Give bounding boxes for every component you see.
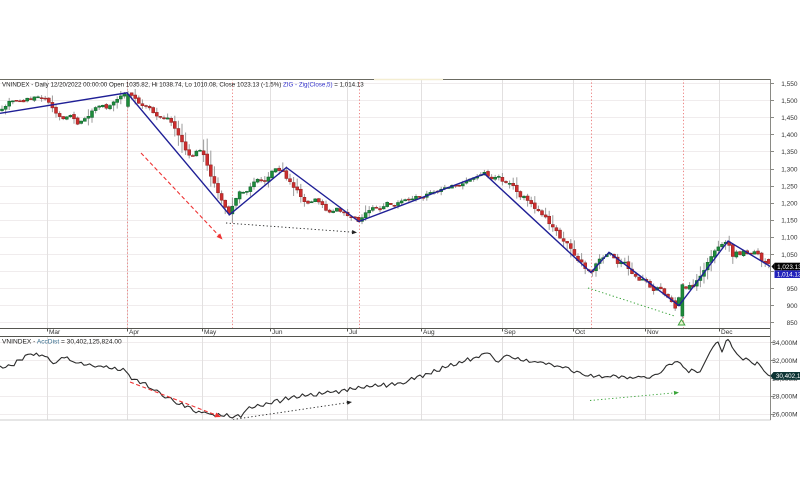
svg-text:Sep: Sep (504, 329, 516, 336)
svg-text:May: May (204, 329, 217, 336)
svg-text:Jun: Jun (272, 329, 283, 336)
svg-text:1,500: 1,500 (781, 98, 798, 105)
svg-text:Oct: Oct (575, 329, 585, 336)
svg-text:VNINDEX - Daily 12/20/2022 00:: VNINDEX - Daily 12/20/2022 00:00:00 Open… (2, 82, 364, 89)
svg-text:32,000M: 32,000M (772, 358, 797, 365)
svg-text:1,200: 1,200 (781, 201, 798, 208)
svg-text:1,550: 1,550 (781, 81, 798, 88)
svg-text:30,402,1: 30,402,1 (776, 373, 800, 380)
svg-text:Apr: Apr (129, 329, 140, 336)
svg-text:1,050: 1,050 (781, 252, 798, 259)
svg-text:34,000M: 34,000M (772, 340, 797, 347)
svg-text:1,350: 1,350 (781, 149, 798, 156)
svg-text:VNINDEX - AccDist = 30,402,125: VNINDEX - AccDist = 30,402,125,824.00 (2, 339, 122, 346)
svg-text:1,300: 1,300 (781, 166, 798, 173)
svg-text:Nov: Nov (647, 329, 659, 336)
svg-text:Mar: Mar (49, 329, 61, 336)
svg-text:Aug: Aug (423, 329, 435, 336)
svg-text:1,014.13: 1,014.13 (777, 272, 800, 279)
svg-text:28,000M: 28,000M (772, 394, 797, 401)
svg-text:1,150: 1,150 (781, 218, 798, 225)
svg-text:1,023.13: 1,023.13 (777, 264, 800, 271)
svg-text:1,400: 1,400 (781, 132, 798, 139)
svg-text:1,100: 1,100 (781, 235, 798, 242)
svg-text:1,450: 1,450 (781, 115, 798, 122)
svg-text:950: 950 (787, 286, 798, 293)
svg-text:1,250: 1,250 (781, 183, 798, 190)
svg-text:26,000M: 26,000M (772, 412, 797, 419)
svg-text:Dec: Dec (721, 329, 733, 336)
svg-text:Jul: Jul (349, 329, 358, 336)
svg-text:900: 900 (787, 303, 798, 310)
svg-text:850: 850 (787, 320, 798, 327)
